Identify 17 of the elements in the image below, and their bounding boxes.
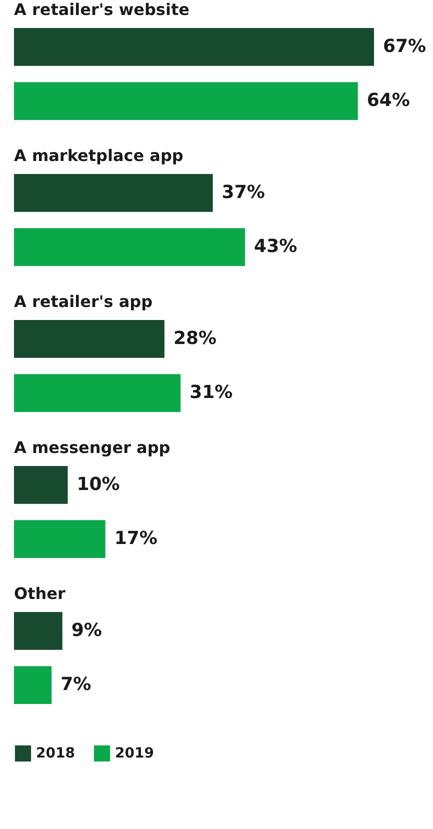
y-tick-label: A retailer's website	[14, 0, 190, 19]
data-label: 28%	[173, 328, 217, 349]
y-tick-label: A retailer's app	[14, 292, 153, 311]
y-tick-label: Other	[14, 584, 66, 603]
data-label: 9%	[71, 620, 102, 641]
data-label: 7%	[60, 674, 92, 696]
data-label: 67%	[383, 36, 426, 57]
data-label: 43%	[254, 236, 298, 258]
data-label: 17%	[114, 528, 158, 550]
data-label: 64%	[366, 90, 410, 112]
legend-label: 2018	[36, 745, 75, 762]
data-label: 37%	[222, 182, 265, 203]
data-label: 10%	[76, 474, 120, 495]
y-tick-label: A messenger app	[14, 438, 170, 457]
y-tick-label: A marketplace app	[14, 146, 184, 165]
data-label: 31%	[190, 382, 233, 404]
legend-label: 2019	[115, 745, 154, 762]
